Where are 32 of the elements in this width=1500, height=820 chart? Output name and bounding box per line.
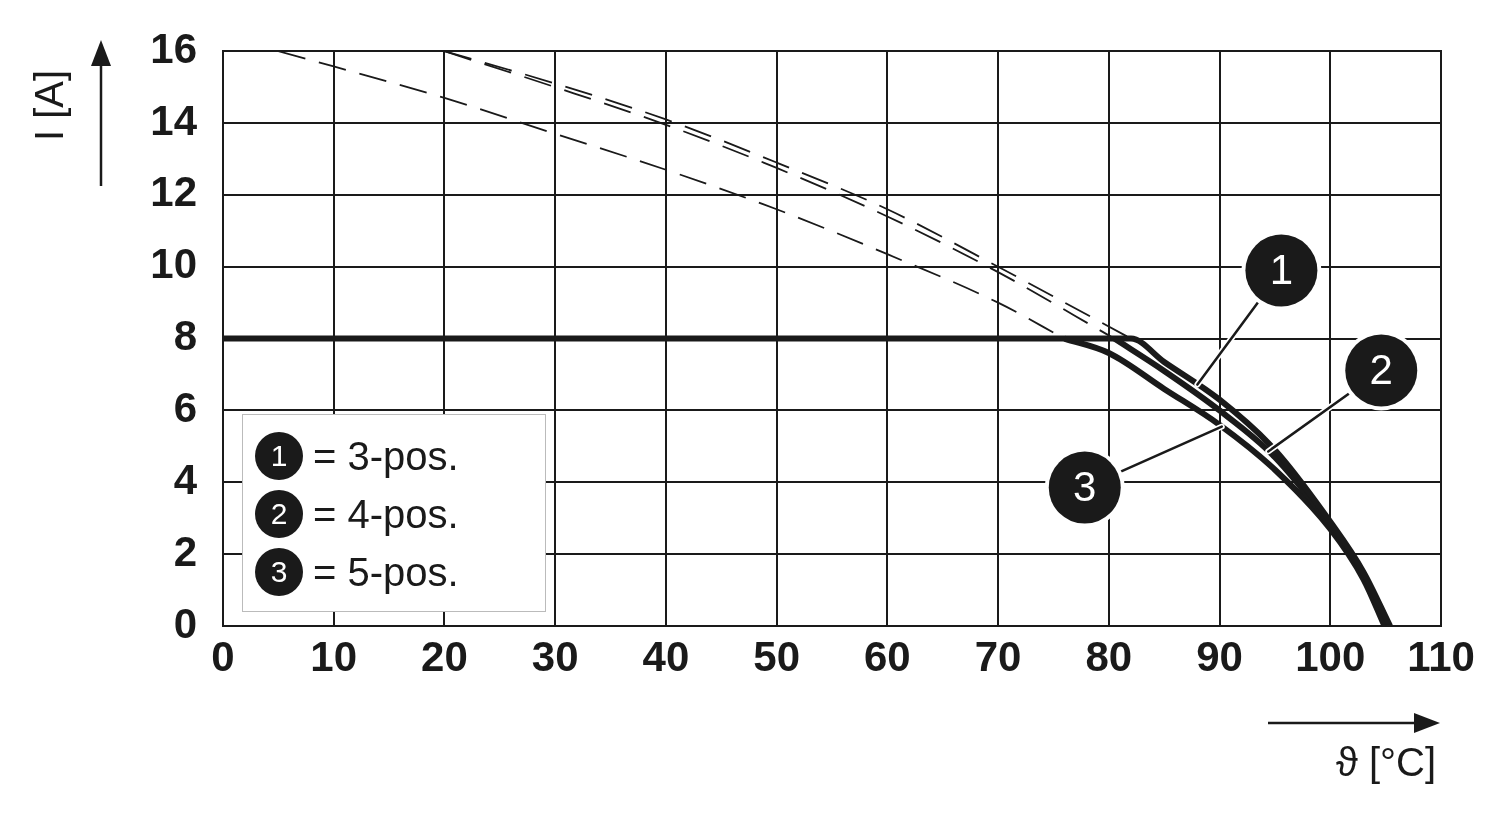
x-tick-label: 80 (1085, 632, 1133, 680)
x-tick-label: 110 (1407, 632, 1475, 680)
x-axis-title: ϑ [°C] (1335, 740, 1436, 785)
y-tick-label: 6 (173, 384, 197, 432)
y-tick-label: 10 (150, 240, 197, 288)
legend-label: = 4-pos. (313, 491, 459, 537)
x-tick-label: 10 (310, 632, 358, 680)
x-tick-label: 20 (421, 632, 468, 680)
y-tick-label: 0 (173, 599, 197, 647)
x-tick-label: 30 (531, 632, 579, 680)
y-tick-label: 4 (173, 455, 198, 503)
annotation: 2 (1369, 345, 1393, 393)
x-tick-label: 70 (974, 632, 1022, 680)
text: 1 (270, 439, 288, 472)
x-tick-label: 60 (864, 632, 911, 680)
x-tick-label: 90 (1196, 632, 1243, 680)
text: 3 (270, 555, 288, 588)
legend-label: = 5-pos. (313, 549, 459, 595)
legend-label: = 3-pos. (313, 433, 459, 479)
y-tick-label: 14 (150, 96, 198, 144)
y-axis-title: I [A] (27, 69, 73, 141)
annotation: 3 (1073, 463, 1097, 511)
y-tick-label: 12 (150, 168, 197, 216)
annotation: 1 (1269, 246, 1294, 294)
x-tick-label: 100 (1295, 632, 1366, 680)
x-tick-label: 0 (211, 632, 235, 680)
x-tick-label: 50 (753, 632, 800, 680)
x-tick-label: 40 (642, 632, 690, 680)
y-tick-label: 16 (150, 24, 197, 72)
text: 2 (270, 497, 288, 530)
y-tick-label: 2 (173, 527, 197, 575)
y-tick-label: 8 (173, 312, 197, 360)
